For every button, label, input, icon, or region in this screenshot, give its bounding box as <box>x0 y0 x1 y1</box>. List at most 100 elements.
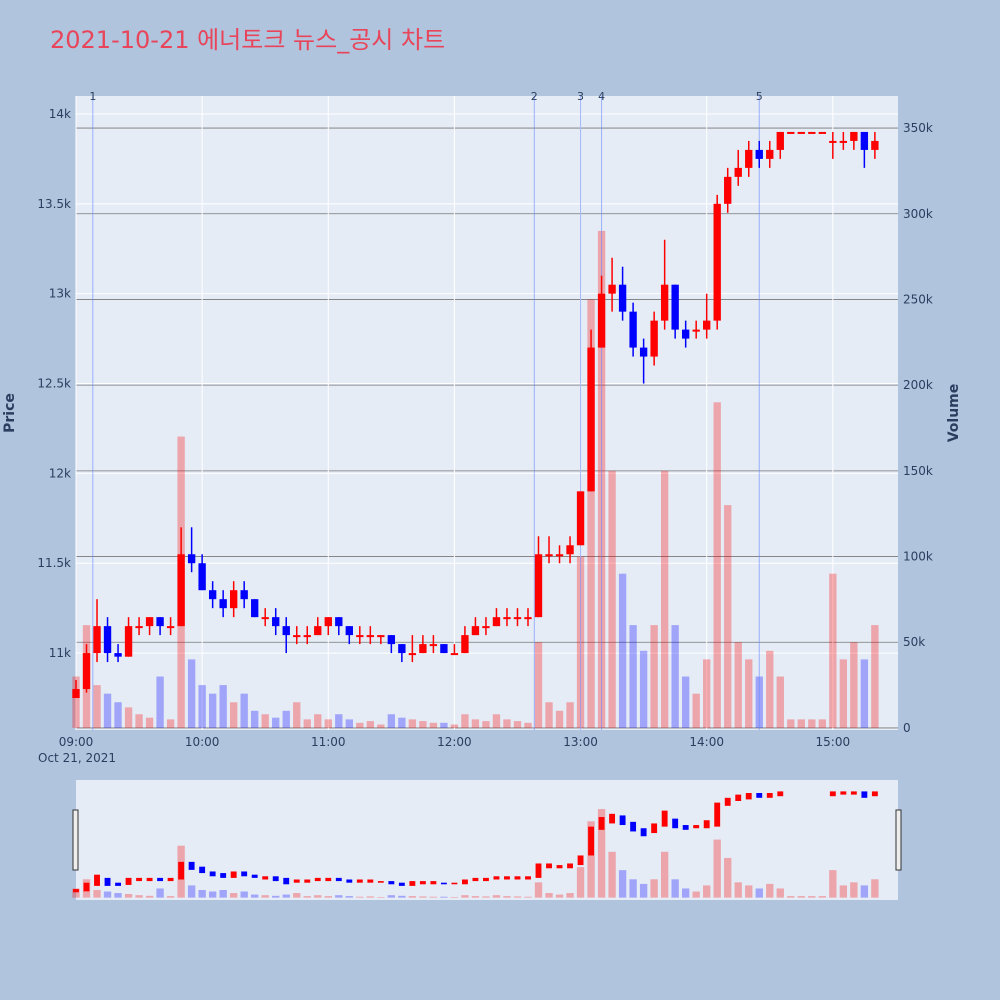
candle-body <box>419 644 427 654</box>
news-label: 5 <box>756 90 763 103</box>
news-label: 4 <box>598 90 605 103</box>
volume-bar <box>639 650 648 728</box>
volume-bar <box>787 719 795 728</box>
x-tick-label: 10:00 <box>185 735 220 749</box>
candle-body <box>124 626 133 657</box>
volume-bar <box>345 719 353 728</box>
y-tick-label: 14k <box>49 107 71 121</box>
volume-bar <box>818 719 826 728</box>
volume-bar <box>114 702 122 728</box>
candle-body <box>555 554 564 557</box>
mini-volume-bar <box>72 888 80 898</box>
candle-body <box>335 617 343 627</box>
volume-bar <box>566 702 574 728</box>
volume-bar <box>534 642 543 728</box>
candle-body <box>272 617 280 627</box>
mini-volume-bar <box>335 895 343 898</box>
mini-volume-bar <box>93 889 101 898</box>
mini-volume-bar <box>282 894 290 898</box>
range-handle[interactable] <box>72 809 79 871</box>
candle-body <box>114 653 122 657</box>
candle-body <box>829 140 837 143</box>
volume-bar <box>776 676 784 728</box>
volume-bar <box>408 719 417 728</box>
candle-body <box>860 131 869 150</box>
volume-bar <box>324 719 332 728</box>
candle-body <box>429 644 438 647</box>
y2-tick-label: 250k <box>903 292 933 306</box>
mini-volume-bar <box>524 896 532 898</box>
candle-body <box>660 284 669 321</box>
volume-bar <box>419 721 427 728</box>
volume-bar <box>482 721 490 728</box>
mini-volume-bar <box>618 870 627 898</box>
x-tick-label: 14:00 <box>689 735 724 749</box>
mini-volume-bar <box>387 895 396 898</box>
candle-body <box>639 347 648 357</box>
mini-volume-bar <box>450 897 459 898</box>
volume-bar <box>829 573 837 728</box>
mini-volume-bar <box>156 888 164 898</box>
volume-bar <box>303 719 311 728</box>
news-label: 1 <box>89 90 96 103</box>
mini-volume-bar <box>639 883 648 898</box>
candle-body <box>145 617 154 627</box>
mini-volume-bar <box>818 896 826 898</box>
mini-volume-bar <box>745 885 753 898</box>
volume-bar <box>387 714 396 728</box>
volume-bar <box>93 685 101 728</box>
mini-volume-bar <box>766 883 774 898</box>
mini-volume-bar <box>660 851 669 898</box>
candle-body <box>797 131 805 134</box>
mini-volume-bar <box>261 895 269 898</box>
mini-volume-bar <box>187 885 196 898</box>
range-slider[interactable] <box>76 780 898 900</box>
mini-volume-bar <box>145 895 154 898</box>
mini-volume-bar <box>724 857 732 898</box>
candle-body <box>545 554 553 557</box>
candle-body <box>398 644 406 654</box>
candle-body <box>440 644 448 654</box>
candle-body <box>261 617 269 620</box>
volume-bar <box>251 710 259 728</box>
mini-volume-bar <box>482 896 490 898</box>
volume-bar <box>650 625 658 728</box>
volume-bar <box>293 702 301 728</box>
candle-body <box>681 329 690 339</box>
mini-volume-bar <box>871 879 879 898</box>
mini-volume-bar <box>860 885 869 898</box>
mini-volume-bar <box>166 896 175 898</box>
candle-body <box>219 599 227 609</box>
candle-body <box>808 131 816 134</box>
mini-volume-bar <box>240 891 248 898</box>
y-tick-label: 11k <box>49 646 71 660</box>
candle-body <box>471 626 480 636</box>
candle-body <box>576 491 585 546</box>
mini-volume-bar <box>587 821 595 898</box>
mini-volume-bar <box>681 888 690 898</box>
candle-body <box>240 590 248 600</box>
candle-body <box>871 140 879 150</box>
candle-body <box>103 626 112 654</box>
y2-tick-label: 300k <box>903 207 933 221</box>
mini-volume-bar <box>135 895 143 898</box>
y-tick-label: 13k <box>49 287 71 301</box>
candle-body <box>293 635 301 638</box>
mini-volume-bar <box>650 879 658 898</box>
x-tick-label: 12:00 <box>437 735 472 749</box>
news-label: 3 <box>577 90 584 103</box>
mini-volume-bar <box>293 893 301 898</box>
range-handle[interactable] <box>895 809 902 871</box>
volume-bar <box>124 707 133 728</box>
candle-body <box>387 635 396 645</box>
mini-volume-bar <box>839 885 848 898</box>
mini-volume-bar <box>808 896 816 898</box>
news-label: 2 <box>531 90 538 103</box>
volume-bar <box>513 721 522 728</box>
candle-body <box>93 626 101 654</box>
volume-bar <box>356 722 364 728</box>
candle-body <box>377 635 385 638</box>
volume-bar <box>240 693 248 728</box>
mini-volume-bar <box>829 870 837 898</box>
candle-body <box>608 284 616 294</box>
